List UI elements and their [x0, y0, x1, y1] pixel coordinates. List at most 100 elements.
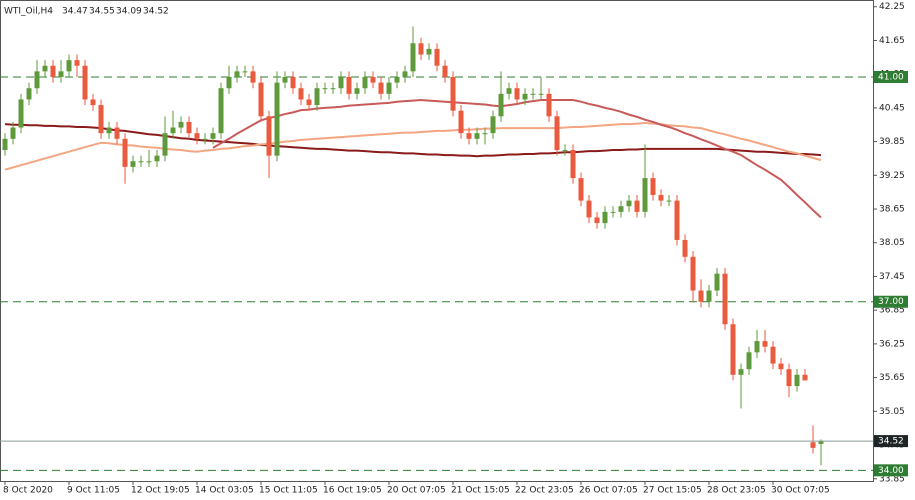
candle-body [362, 76, 368, 89]
candle-body [786, 369, 792, 387]
candle-body [634, 200, 640, 212]
moving-average [4, 123, 822, 158]
candle-body [10, 127, 16, 139]
candle-body [74, 60, 80, 66]
y-tick-label: 42.25 [879, 2, 905, 12]
candle-body [746, 352, 752, 370]
candle-body [810, 442, 816, 448]
x-tick-label: 14 Oct 03:05 [195, 486, 254, 496]
candle-body [170, 127, 176, 134]
candle-body [474, 133, 480, 139]
candle-body [594, 217, 600, 224]
candle-body [602, 211, 608, 224]
candle-body [538, 93, 544, 95]
candle-body [162, 133, 168, 156]
candle-body [42, 65, 48, 72]
candle-body [202, 138, 208, 140]
candle-body [818, 441, 824, 444]
last-price-label: 34.52 [878, 437, 904, 447]
candle-body [354, 88, 360, 94]
candle-body [706, 290, 712, 302]
candle-body [658, 194, 664, 201]
candle-body [618, 206, 624, 212]
candle-body [442, 65, 448, 77]
candle-body [546, 93, 552, 117]
last-price-box [874, 435, 908, 448]
y-tick-label: 39.85 [879, 137, 905, 147]
candle-body [682, 239, 688, 257]
level-label: 37.00 [878, 297, 904, 307]
chart-title: WTI_Oil,H4 [4, 7, 53, 17]
header-low: 34.09 [116, 7, 142, 17]
y-tick-label: 41.65 [879, 36, 905, 46]
candle-body [90, 99, 96, 106]
candle-body [338, 76, 344, 89]
candle-body [418, 43, 424, 55]
candle-body [722, 273, 728, 325]
y-tick-label: 38.05 [879, 238, 905, 248]
x-tick-label: 15 Oct 11:05 [259, 486, 318, 496]
x-tick-label: 8 Oct 2020 [3, 486, 53, 496]
candle-body [330, 88, 336, 90]
candle-body [506, 88, 512, 94]
level-label-box [874, 70, 908, 83]
candle-body [218, 88, 224, 134]
candle-body [794, 374, 800, 387]
candle-body [490, 116, 496, 134]
y-tick-label: 37.45 [879, 272, 905, 282]
candle-body [738, 369, 744, 375]
header-close: 34.52 [143, 7, 169, 17]
candle-body [626, 200, 632, 207]
candle-body [66, 60, 72, 72]
candle-body [146, 161, 152, 163]
candle-body [434, 48, 440, 66]
candle-body [130, 161, 136, 167]
y-tick-label: 36.25 [879, 339, 905, 349]
candle-body [754, 341, 760, 353]
candle-body [426, 48, 432, 55]
y-tick-label: 35.65 [879, 373, 905, 383]
header-open: 34.47 [62, 7, 88, 17]
level-label-box [874, 295, 908, 308]
candle-body [194, 133, 200, 139]
candle-body [2, 138, 8, 151]
candle-body [530, 93, 536, 95]
y-tick-label: 39.25 [879, 171, 905, 181]
moving-average [4, 122, 822, 171]
candle-body [346, 76, 352, 94]
candle-body [266, 116, 272, 156]
candle-body [714, 273, 720, 291]
candle-body [482, 133, 488, 135]
candle-body [410, 43, 416, 72]
candle-body [314, 88, 320, 106]
x-tick-label: 26 Oct 07:05 [579, 486, 638, 496]
candle-body [82, 65, 88, 100]
candle-body [802, 374, 808, 381]
y-tick-label: 33.85 [879, 474, 905, 484]
x-tick-label: 22 Oct 23:05 [515, 486, 574, 496]
y-tick-label: 40.45 [879, 103, 905, 113]
plot-frame [0, 0, 874, 482]
level-label: 41.00 [878, 72, 904, 82]
x-tick-label: 16 Oct 19:05 [323, 486, 382, 496]
candle-body [498, 93, 504, 117]
candle-body [778, 363, 784, 370]
candle-body [122, 138, 128, 167]
candle-body [274, 82, 280, 156]
candle-body [306, 99, 312, 106]
x-tick-label: 21 Oct 15:05 [451, 486, 510, 496]
header-high: 34.55 [89, 7, 115, 17]
candle-body [690, 256, 696, 291]
level-label: 34.00 [878, 466, 904, 476]
candle-body [458, 110, 464, 134]
candle-body [770, 346, 776, 364]
candle-body [226, 76, 232, 89]
candle-body [610, 211, 616, 213]
candle-body [450, 76, 456, 111]
candle-body [234, 71, 240, 77]
candle-body [138, 161, 144, 163]
candle-body [642, 178, 648, 212]
x-tick-label: 9 Oct 11:05 [67, 486, 120, 496]
